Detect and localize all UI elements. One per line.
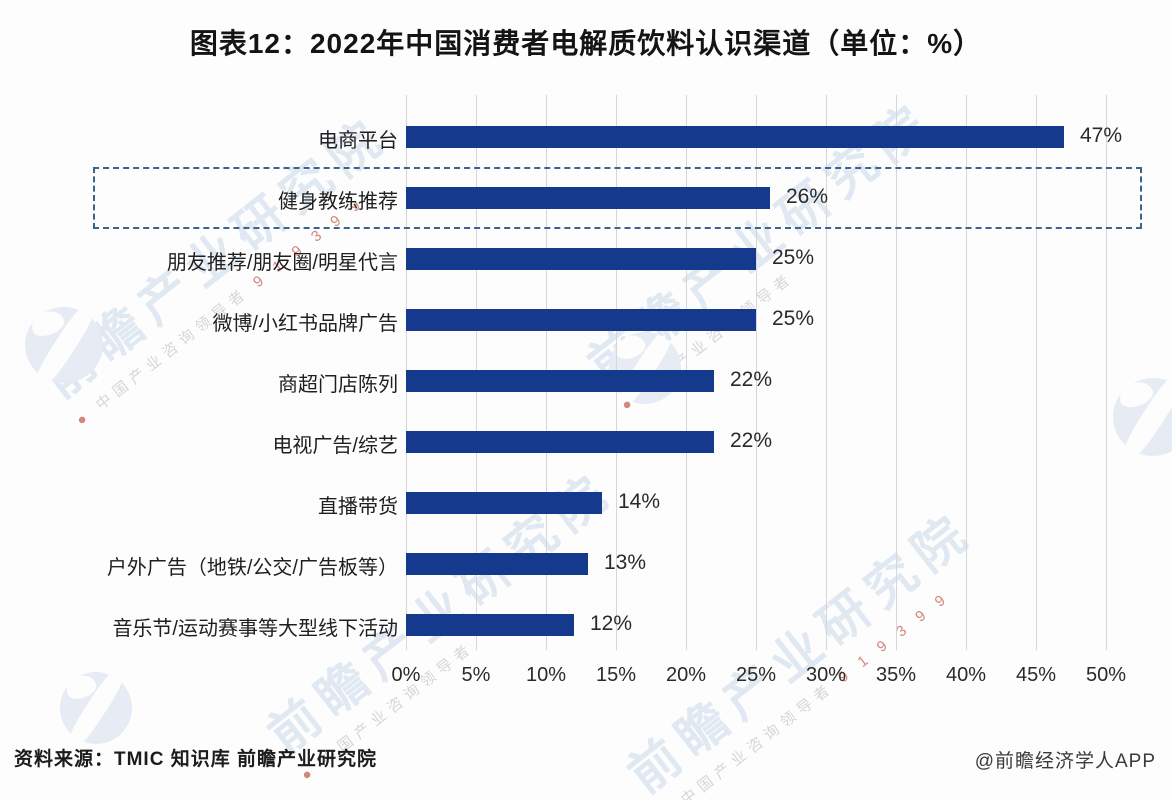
- category-label: 健身教练推荐: [278, 191, 398, 213]
- category-label: 电视广告/综艺: [272, 435, 398, 457]
- bar: [406, 431, 714, 453]
- source-note: 资料来源：TMIC 知识库 前瞻产业研究院: [14, 749, 377, 770]
- category-label: 朋友推荐/朋友圈/明星代言: [166, 252, 398, 274]
- brand-globe-icon: [1113, 378, 1172, 456]
- gridline: [1106, 95, 1107, 650]
- brand-globe-icon: [609, 332, 681, 404]
- gridline: [896, 95, 897, 650]
- gridline: [756, 95, 757, 650]
- category-label: 音乐节/运动赛事等大型线下活动: [112, 618, 398, 640]
- category-label: 直播带货: [318, 496, 398, 518]
- x-axis-tick-label: 30%: [805, 664, 847, 686]
- x-axis-tick-label: 5%: [461, 664, 491, 686]
- x-axis-tick-label: 10%: [525, 664, 567, 686]
- x-axis-tick-label: 15%: [595, 664, 637, 686]
- category-label: 电商平台: [318, 130, 398, 152]
- chart-title: 图表12：2022年中国消费者电解质饮料认识渠道（单位：%）: [189, 28, 983, 59]
- x-axis-tick-label: 35%: [875, 664, 917, 686]
- value-label: 26%: [786, 185, 829, 208]
- credit-note: @前瞻经济学人APP: [974, 751, 1156, 772]
- watermark-text: 前瞻产业研究院 ● 中国产业咨询领导者 9 1 9 3 9 9: [618, 500, 984, 800]
- bar: [406, 309, 756, 331]
- x-axis-tick-label: 40%: [945, 664, 987, 686]
- bar: [406, 248, 756, 270]
- bar: [406, 614, 574, 636]
- bar: [406, 492, 602, 514]
- x-axis-tick-label: 50%: [1085, 664, 1127, 686]
- value-label: 25%: [772, 246, 815, 269]
- value-label: 12%: [590, 612, 633, 635]
- value-label: 22%: [730, 368, 773, 391]
- brand-globe-icon: [60, 672, 132, 744]
- category-label: 户外广告（地铁/公交/广告板等）: [106, 557, 398, 579]
- bar: [406, 370, 714, 392]
- category-label: 微博/小红书品牌广告: [212, 313, 398, 335]
- bar: [406, 126, 1064, 148]
- x-axis-tick-label: 25%: [735, 664, 777, 686]
- gridline: [1036, 95, 1037, 650]
- value-label: 13%: [604, 551, 647, 574]
- category-label: 商超门店陈列: [278, 374, 398, 396]
- value-label: 47%: [1080, 124, 1123, 147]
- x-axis-tick-label: 0%: [391, 664, 421, 686]
- x-axis-tick-label: 20%: [665, 664, 707, 686]
- highlight-box: [93, 167, 1142, 229]
- value-label: 22%: [730, 429, 773, 452]
- value-label: 25%: [772, 307, 815, 330]
- gridline: [966, 95, 967, 650]
- bar: [406, 187, 770, 209]
- bar: [406, 553, 588, 575]
- gridline: [826, 95, 827, 650]
- value-label: 14%: [618, 490, 661, 513]
- x-axis-tick-label: 45%: [1015, 664, 1057, 686]
